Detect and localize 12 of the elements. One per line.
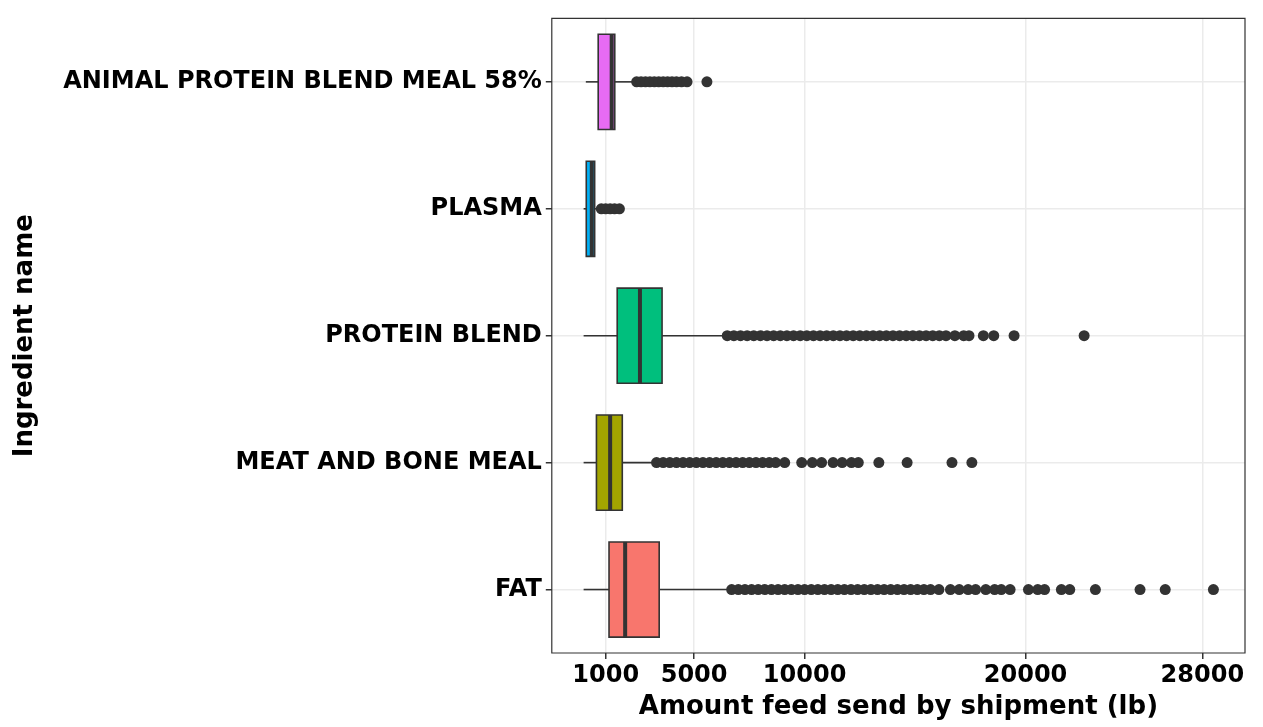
- y-tick-label: ANIMAL PROTEIN BLEND MEAL 58%: [63, 66, 542, 95]
- y-tick-label: MEAT AND BONE MEAL: [235, 446, 542, 475]
- y-tick-label: PLASMA: [430, 193, 543, 222]
- x-tick-label: 5000: [660, 659, 728, 688]
- y-tick-label: PROTEIN BLEND: [325, 319, 542, 348]
- x-tick-label: 28000: [1160, 659, 1245, 688]
- y-axis-title: Ingredient name: [8, 214, 39, 458]
- x-tick-label: 20000: [983, 659, 1068, 688]
- y-tick-label: FAT: [495, 573, 543, 602]
- x-tick-label: 10000: [762, 659, 847, 688]
- x-tick-label: 1000: [572, 659, 640, 688]
- x-axis-title: Amount feed send by shipment (lb): [638, 690, 1159, 721]
